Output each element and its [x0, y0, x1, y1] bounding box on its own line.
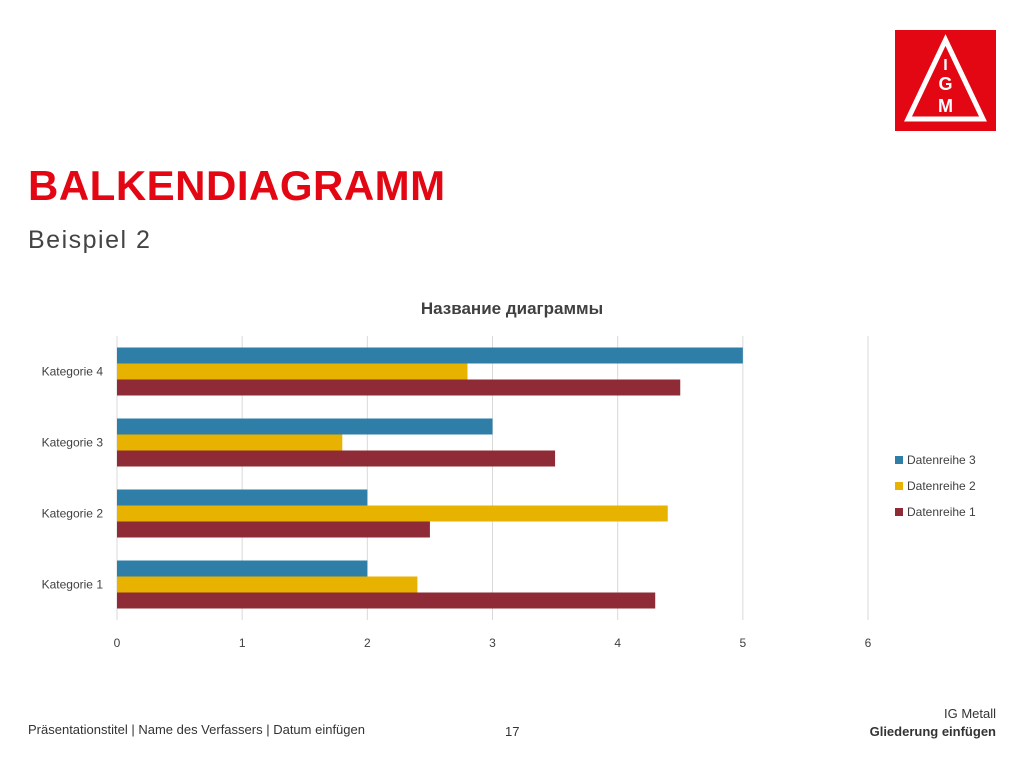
bar-datenreihe-1	[117, 379, 681, 396]
legend-swatch	[895, 456, 903, 464]
legend-swatch	[895, 508, 903, 516]
x-tick-label: 3	[489, 636, 496, 650]
x-tick-label: 2	[364, 636, 371, 650]
page-title: BALKENDIAGRAMM	[28, 162, 446, 209]
legend-label: Datenreihe 3	[907, 453, 976, 467]
bar-datenreihe-2	[117, 434, 343, 451]
svg-text:M: M	[938, 96, 953, 116]
category-label: Kategorie 2	[42, 507, 104, 521]
category-label: Kategorie 3	[42, 436, 104, 450]
footer-page-number: 17	[505, 724, 520, 739]
bar-chart: Название диаграммы Kategorie 1Kategorie …	[42, 299, 976, 650]
x-tick-label: 0	[114, 636, 121, 650]
bar-datenreihe-3	[117, 347, 743, 364]
legend-swatch	[895, 482, 903, 490]
bar-datenreihe-3	[117, 560, 368, 577]
chart-title: Название диаграммы	[421, 299, 603, 318]
legend-label: Datenreihe 1	[907, 505, 976, 519]
bar-datenreihe-1	[117, 521, 430, 538]
bar-datenreihe-2	[117, 363, 468, 380]
ig-metall-logo-icon: I G M	[895, 30, 996, 131]
bar-datenreihe-2	[117, 576, 418, 593]
x-tick-label: 6	[865, 636, 872, 650]
svg-text:G: G	[938, 74, 952, 94]
bar-datenreihe-3	[117, 418, 493, 435]
chart-bars	[117, 347, 743, 609]
category-label: Kategorie 4	[42, 365, 104, 379]
bar-datenreihe-1	[117, 450, 556, 467]
category-label: Kategorie 1	[42, 578, 104, 592]
footer-right-block: IG Metall Gliederung einfügen	[870, 705, 996, 741]
footer-org: IG Metall	[943, 706, 996, 721]
x-tick-label: 5	[739, 636, 746, 650]
x-tick-label: 1	[239, 636, 246, 650]
bar-datenreihe-2	[117, 505, 668, 522]
bar-datenreihe-1	[117, 592, 656, 609]
chart-x-tick-labels: 0 1 2 3 4 5 6	[114, 636, 872, 650]
x-tick-label: 4	[614, 636, 621, 650]
chart-category-labels: Kategorie 1 Kategorie 2 Kategorie 3 Kategor…	[42, 365, 104, 592]
page-subtitle: Beispiel 2	[28, 226, 152, 254]
bar-datenreihe-3	[117, 489, 368, 506]
footer-section: Gliederung einfügen	[869, 724, 996, 739]
legend-label: Datenreihe 2	[907, 479, 976, 493]
footer-presentation-info: Präsentationstitel | Name des Verfassers…	[28, 722, 365, 737]
chart-legend: Datenreihe 3 Datenreihe 2 Datenreihe 1	[895, 453, 976, 519]
svg-text:I: I	[943, 57, 947, 74]
